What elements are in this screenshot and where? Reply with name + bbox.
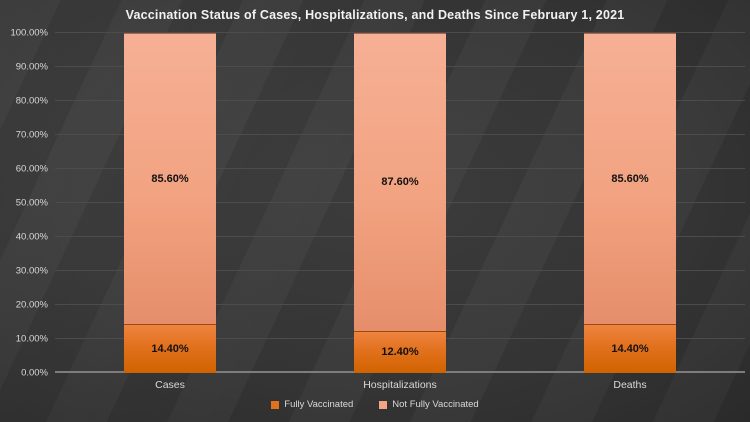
y-axis-tick-label: 80.00% — [15, 95, 48, 107]
x-axis-label-cases: Cases — [155, 379, 185, 391]
y-axis-tick-label: 90.00% — [15, 61, 48, 73]
x-axis: Cases Hospitalizations Deaths — [55, 376, 745, 394]
y-axis-tick-label: 0.00% — [21, 367, 48, 379]
legend-label: Not Fully Vaccinated — [392, 399, 479, 410]
legend-swatch-not-fully-vaccinated — [379, 400, 388, 409]
x-axis-label-hospitalizations: Hospitalizations — [363, 379, 437, 391]
bar-segment-fully-vaccinated: 12.40% — [354, 330, 446, 373]
bar-segment-fully-vaccinated: 14.40% — [584, 324, 676, 373]
plot-area: 14.40% 85.60% 12.40% 87.60% 14.40% 85.60% — [55, 32, 745, 373]
y-axis-tick-label: 100.00% — [10, 27, 48, 39]
gridline — [55, 32, 745, 33]
data-label: 85.60% — [611, 173, 649, 186]
legend-item-fully-vaccinated: Fully Vaccinated — [271, 399, 353, 410]
y-axis-tick-label: 50.00% — [15, 197, 48, 209]
y-axis-tick-label: 40.00% — [15, 231, 48, 243]
bar-segment-not-fully-vaccinated: 85.60% — [584, 33, 676, 325]
data-label: 14.40% — [151, 343, 189, 356]
y-axis-tick-label: 20.00% — [15, 299, 48, 311]
legend-item-not-fully-vaccinated: Not Fully Vaccinated — [379, 399, 479, 410]
y-axis-tick-label: 10.00% — [15, 333, 48, 345]
y-axis-tick-label: 70.00% — [15, 129, 48, 141]
chart-title: Vaccination Status of Cases, Hospitaliza… — [125, 8, 625, 22]
data-label: 14.40% — [611, 343, 649, 356]
legend-swatch-fully-vaccinated — [271, 400, 280, 409]
bar-segment-not-fully-vaccinated: 85.60% — [123, 33, 216, 325]
y-axis: 0.00% 10.00% 20.00% 30.00% 40.00% 50.00% 60.00… — [0, 28, 48, 379]
bar-hospitalizations: 12.40% 87.60% — [354, 33, 446, 373]
bar-cases: 14.40% 85.60% — [123, 33, 216, 373]
data-label: 87.60% — [381, 176, 419, 189]
data-label: 12.40% — [381, 346, 419, 359]
data-label: 85.60% — [151, 173, 189, 186]
bar-deaths: 14.40% 85.60% — [584, 33, 676, 373]
y-axis-tick-label: 30.00% — [15, 265, 48, 277]
y-axis-tick-label: 60.00% — [15, 163, 48, 175]
x-axis-label-deaths: Deaths — [613, 379, 647, 391]
legend-label: Fully Vaccinated — [284, 399, 354, 410]
bar-segment-not-fully-vaccinated: 87.60% — [354, 33, 446, 331]
bar-segment-fully-vaccinated: 14.40% — [123, 324, 216, 373]
legend: Fully Vaccinated Not Fully Vaccinated — [0, 399, 750, 410]
